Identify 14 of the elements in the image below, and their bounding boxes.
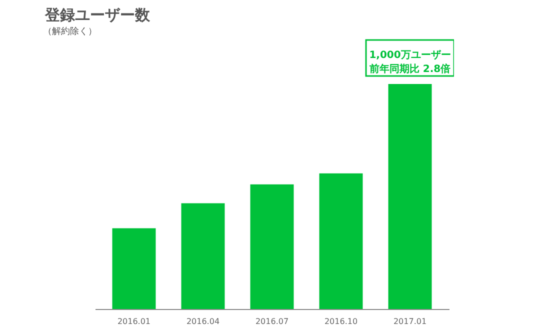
bar — [112, 228, 156, 309]
bar — [388, 84, 432, 309]
x-tick-label: 2017.01 — [393, 317, 427, 326]
x-tick-label: 2016.10 — [324, 317, 358, 326]
annotation: 1,000万ユーザー — [369, 49, 451, 61]
chart-title: 登録ユーザー数 — [44, 6, 151, 24]
x-tick-label: 2016.07 — [255, 317, 289, 326]
x-tick-label: 2016.04 — [186, 317, 220, 326]
annotation: 前年同期比 2.8倍 — [368, 63, 451, 75]
bar — [181, 203, 225, 309]
bar — [250, 184, 294, 309]
x-tick-label: 2016.01 — [117, 317, 151, 326]
bar — [319, 173, 363, 309]
chart-subtitle: （解約除く） — [43, 26, 97, 37]
